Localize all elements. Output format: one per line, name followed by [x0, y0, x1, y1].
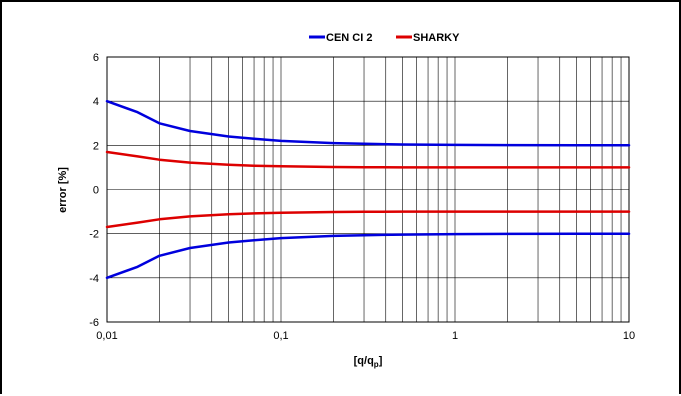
y-tick-label: 2	[93, 140, 99, 152]
x-axis-title-main: [q/q	[354, 355, 374, 367]
legend-label: SHARKY	[413, 32, 460, 44]
grid-layer	[106, 56, 630, 323]
y-tick-label: 6	[93, 52, 99, 64]
y-tick-label: -2	[89, 229, 99, 241]
tick-layer: -6 -4 -2 0 2 4 6 0,01 0,1 1 10	[89, 52, 635, 342]
y-tick-label: -6	[89, 317, 99, 329]
x-tick-label: 0,1	[273, 330, 288, 342]
x-tick-label: 1	[452, 330, 458, 342]
x-tick-label: 10	[623, 330, 635, 342]
x-tick-label: 0,01	[96, 330, 117, 342]
y-tick-label: 4	[93, 96, 99, 108]
series-line-0	[105, 99, 631, 147]
series-line-3	[105, 210, 631, 229]
series-layer	[105, 99, 631, 280]
x-axis-title-sub: p	[374, 360, 379, 369]
y-tick-label: 0	[93, 185, 99, 197]
y-axis-title: error [%]	[57, 167, 69, 213]
legend-layer: CEN CI 2 SHARKY	[309, 32, 460, 44]
x-axis-title-end: ]	[379, 355, 383, 367]
plot-border	[106, 56, 630, 323]
y-tick-label: -4	[89, 273, 99, 285]
legend-label: CEN CI 2	[326, 32, 372, 44]
series-line-1	[105, 232, 631, 280]
x-axis-title: [q/qp]	[354, 355, 383, 369]
series-line-2	[105, 150, 631, 169]
